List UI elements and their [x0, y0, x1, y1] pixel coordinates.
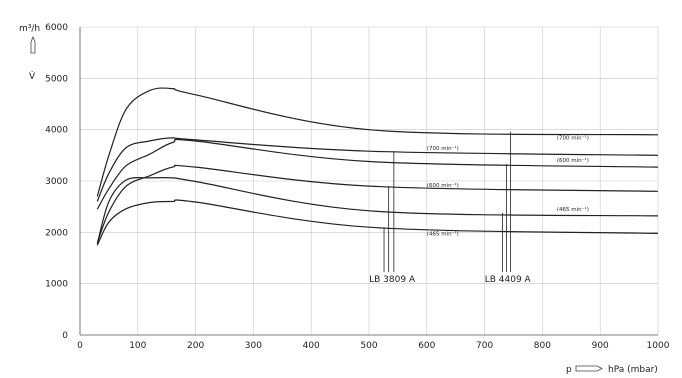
- y-axis-arrow-icon: [30, 35, 36, 54]
- curve-speed-label: (700 min⁻¹): [557, 134, 589, 141]
- y-tick-label: 5000: [45, 74, 68, 84]
- performance-curve: [96, 137, 659, 202]
- x-tick-label: 800: [534, 341, 551, 351]
- x-tick-label: 300: [245, 341, 262, 351]
- x-tick-label: 100: [129, 341, 146, 351]
- model-label: LB 4409 A: [485, 275, 532, 285]
- y-axis-unit: m³/h: [19, 24, 40, 34]
- performance-curve: [96, 164, 659, 243]
- performance-curve: [96, 199, 659, 246]
- y-tick-label: 2000: [45, 228, 68, 238]
- x-tick-label: 700: [476, 341, 493, 351]
- x-axis-unit: hPa (mbar): [608, 365, 658, 375]
- curve-speed-label: (465 min⁻¹): [427, 230, 459, 237]
- grid: [80, 26, 659, 335]
- y-tick-label: 3000: [45, 177, 68, 187]
- x-tick-label: 0: [77, 341, 83, 351]
- y-tick-label: 4000: [45, 126, 68, 136]
- x-tick-label: 500: [360, 341, 377, 351]
- x-tick-label: 600: [418, 341, 435, 351]
- x-tick-label: 900: [592, 341, 609, 351]
- x-tick-label: 200: [187, 341, 204, 351]
- performance-curve: [96, 87, 659, 197]
- curve-speed-label: (465 min⁻¹): [557, 206, 589, 213]
- curve-labels: (700 min⁻¹) (700 min⁻¹) (600 min⁻¹) (600 mi…: [427, 134, 589, 237]
- x-axis-ticks: 0 100 200 300 400 500 600 700 800 900 1000: [77, 341, 670, 351]
- performance-curve: [96, 138, 659, 210]
- x-axis-arrow-icon: [575, 365, 603, 372]
- performance-curve: [96, 176, 659, 244]
- y-axis-ticks: 0 1000 2000 3000 4000 5000 6000: [45, 23, 68, 341]
- x-tick-label: 1000: [647, 341, 670, 351]
- axes: [79, 27, 658, 336]
- y-axis-symbol: V̇: [29, 70, 36, 82]
- curve-speed-label: (600 min⁻¹): [427, 182, 459, 189]
- x-tick-label: 400: [303, 341, 320, 351]
- curve-speed-label: (700 min⁻¹): [427, 145, 459, 152]
- model-label: LB 3809 A: [369, 275, 416, 285]
- curve-speed-label: (600 min⁻¹): [557, 157, 589, 164]
- y-tick-label: 6000: [45, 23, 68, 33]
- model-markers: LB 3809 A LB 4409 A: [369, 131, 532, 285]
- curves: [96, 87, 659, 246]
- x-axis-prefix: p: [566, 365, 572, 375]
- y-tick-label: 0: [62, 331, 68, 341]
- y-tick-label: 1000: [45, 280, 68, 290]
